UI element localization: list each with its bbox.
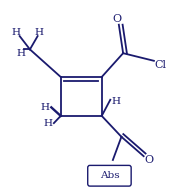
- Text: H: H: [12, 28, 21, 37]
- Text: H: H: [111, 97, 120, 106]
- FancyBboxPatch shape: [88, 165, 131, 186]
- Text: Abs: Abs: [100, 171, 119, 180]
- Text: O: O: [144, 155, 153, 165]
- Text: Cl: Cl: [155, 60, 167, 70]
- Text: O: O: [113, 14, 122, 24]
- Text: H: H: [16, 49, 25, 58]
- Text: H: H: [41, 103, 50, 112]
- Text: H: H: [35, 28, 44, 37]
- Text: H: H: [43, 119, 52, 128]
